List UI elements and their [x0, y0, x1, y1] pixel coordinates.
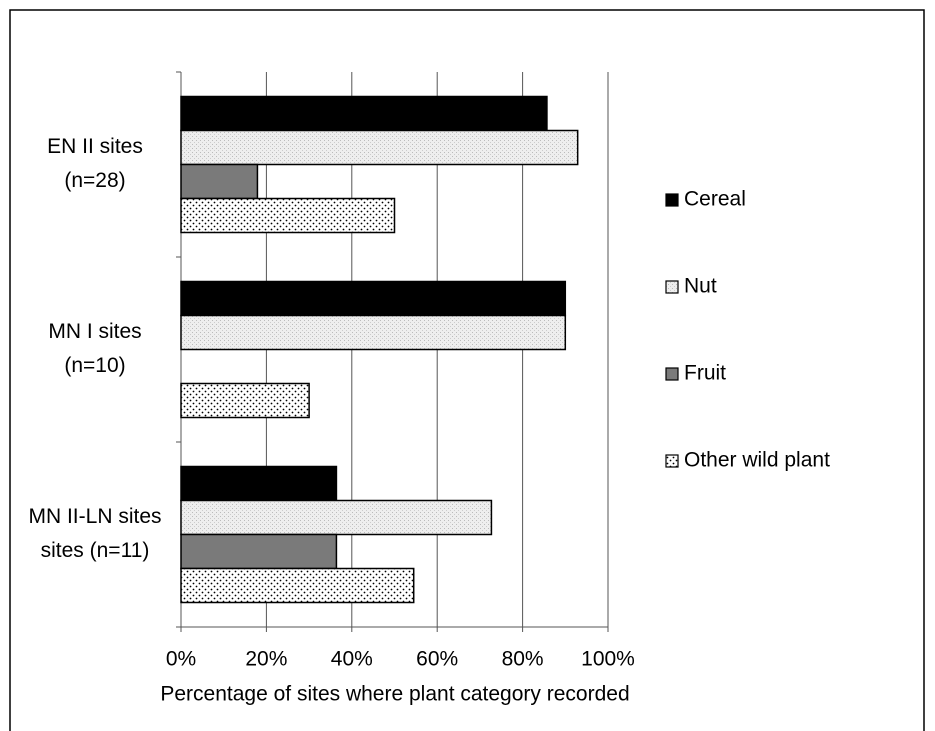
bar	[180, 197, 396, 234]
legend-label: Fruit	[684, 362, 726, 385]
category-label: sites (n=11)	[41, 539, 150, 562]
bar	[180, 129, 579, 166]
x-tick-label: 60%	[416, 648, 458, 671]
legend-swatch	[665, 454, 679, 468]
bar	[180, 163, 259, 200]
legend-swatch	[665, 193, 679, 207]
legend-swatch	[665, 367, 679, 381]
bar	[180, 382, 310, 419]
category-label: MN I sites	[48, 320, 141, 343]
x-tick-label: 100%	[581, 648, 635, 671]
legend-label: Nut	[684, 275, 717, 298]
category-label: (n=10)	[64, 354, 125, 377]
bar	[180, 95, 548, 132]
x-tick-label: 40%	[331, 648, 373, 671]
x-tick-label: 0%	[166, 648, 196, 671]
x-tick-label: 20%	[245, 648, 287, 671]
bar	[180, 567, 415, 604]
bar	[180, 314, 567, 351]
legend-swatch	[665, 280, 679, 294]
x-tick-label: 80%	[502, 648, 544, 671]
category-label: (n=28)	[64, 169, 125, 192]
frame	[9, 9, 925, 731]
category-label: MN II-LN sites	[28, 505, 161, 528]
bar	[180, 499, 493, 536]
bar	[180, 533, 338, 570]
legend-label: Cereal	[684, 188, 746, 211]
bar	[180, 280, 567, 317]
bar	[180, 465, 338, 502]
category-label: EN II sites	[47, 135, 143, 158]
legend-label: Other wild plant	[684, 449, 830, 472]
x-axis-label: Percentage of sites where plant category…	[160, 683, 629, 706]
